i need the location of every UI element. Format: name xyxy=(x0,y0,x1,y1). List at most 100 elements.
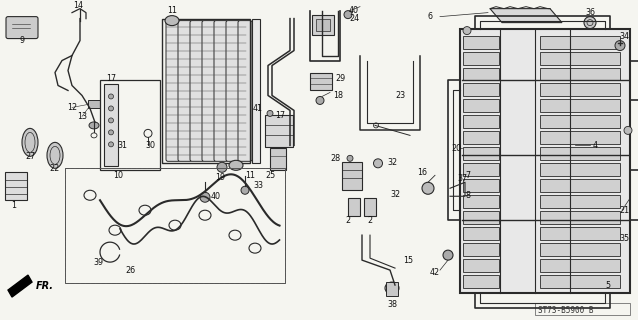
Bar xyxy=(463,52,499,65)
Bar xyxy=(5,172,27,200)
Polygon shape xyxy=(8,275,32,297)
Bar xyxy=(540,195,620,208)
Ellipse shape xyxy=(422,182,434,194)
Bar xyxy=(463,195,499,208)
FancyBboxPatch shape xyxy=(238,20,252,161)
Ellipse shape xyxy=(443,250,453,260)
Text: 1: 1 xyxy=(11,201,17,210)
Text: 15: 15 xyxy=(403,256,413,265)
Ellipse shape xyxy=(584,17,596,28)
FancyBboxPatch shape xyxy=(166,20,180,161)
Ellipse shape xyxy=(344,11,352,19)
Ellipse shape xyxy=(108,130,114,135)
Text: 38: 38 xyxy=(387,300,397,308)
Text: 37: 37 xyxy=(457,174,467,183)
Text: 2: 2 xyxy=(345,216,350,225)
Text: 28: 28 xyxy=(330,154,340,163)
Bar xyxy=(540,116,620,128)
Bar xyxy=(463,100,499,112)
Text: 40: 40 xyxy=(349,6,359,15)
Bar xyxy=(65,168,285,283)
Bar xyxy=(104,84,118,166)
Bar xyxy=(88,100,100,108)
Bar xyxy=(252,19,260,163)
Text: 29: 29 xyxy=(335,74,345,83)
Text: 35: 35 xyxy=(619,234,629,243)
Ellipse shape xyxy=(267,110,273,116)
Text: 40: 40 xyxy=(211,192,221,201)
Bar xyxy=(463,68,499,81)
Ellipse shape xyxy=(241,186,249,194)
Text: 21: 21 xyxy=(619,206,629,215)
Text: 19: 19 xyxy=(215,173,225,182)
Ellipse shape xyxy=(615,41,625,51)
Bar xyxy=(540,52,620,65)
Text: 41: 41 xyxy=(253,104,263,113)
Ellipse shape xyxy=(108,118,114,123)
Bar xyxy=(463,116,499,128)
Text: 30: 30 xyxy=(145,141,155,150)
FancyBboxPatch shape xyxy=(226,20,240,161)
Text: 2: 2 xyxy=(367,216,373,225)
Bar xyxy=(463,259,499,272)
Text: 34: 34 xyxy=(619,32,629,41)
Text: 13: 13 xyxy=(77,112,87,121)
Bar xyxy=(540,36,620,49)
Bar xyxy=(540,147,620,160)
Text: 17: 17 xyxy=(106,74,116,83)
Text: 10: 10 xyxy=(113,171,123,180)
Ellipse shape xyxy=(22,128,38,156)
Ellipse shape xyxy=(385,282,399,294)
Ellipse shape xyxy=(89,122,99,129)
Bar xyxy=(540,163,620,176)
Bar xyxy=(540,100,620,112)
Bar xyxy=(463,84,499,96)
Bar xyxy=(540,259,620,272)
Text: 7: 7 xyxy=(466,171,471,180)
Ellipse shape xyxy=(347,155,353,161)
Text: 26: 26 xyxy=(125,266,135,275)
Bar xyxy=(463,275,499,288)
Ellipse shape xyxy=(47,142,63,168)
Text: 24: 24 xyxy=(349,14,359,23)
Bar xyxy=(540,275,620,288)
Bar xyxy=(535,303,630,315)
Bar xyxy=(540,84,620,96)
Bar xyxy=(65,168,285,283)
Bar xyxy=(348,198,360,216)
Bar xyxy=(270,148,286,170)
Text: 14: 14 xyxy=(73,1,83,10)
Bar xyxy=(386,282,398,296)
Bar xyxy=(265,116,293,147)
Text: 11: 11 xyxy=(245,171,255,180)
Bar xyxy=(460,28,630,293)
Bar xyxy=(100,81,160,170)
Text: 36: 36 xyxy=(585,8,595,17)
Text: 6: 6 xyxy=(427,12,433,21)
Bar xyxy=(463,179,499,192)
Ellipse shape xyxy=(108,106,114,111)
FancyBboxPatch shape xyxy=(6,17,38,39)
Bar xyxy=(540,132,620,144)
FancyBboxPatch shape xyxy=(214,20,228,161)
Bar xyxy=(540,211,620,224)
Ellipse shape xyxy=(316,96,324,104)
Bar xyxy=(463,163,499,176)
Bar xyxy=(460,28,630,293)
Ellipse shape xyxy=(373,159,383,168)
Text: 22: 22 xyxy=(50,164,60,173)
Text: 31: 31 xyxy=(117,141,127,150)
Text: 32: 32 xyxy=(387,158,397,167)
Text: 27: 27 xyxy=(25,152,35,161)
Ellipse shape xyxy=(105,137,115,153)
Text: 11: 11 xyxy=(167,6,177,15)
Polygon shape xyxy=(490,9,562,23)
Ellipse shape xyxy=(108,142,114,147)
Text: 8: 8 xyxy=(466,191,470,200)
Bar xyxy=(540,243,620,256)
Text: 20: 20 xyxy=(451,144,461,153)
Bar xyxy=(463,243,499,256)
FancyBboxPatch shape xyxy=(190,20,204,161)
Bar xyxy=(463,36,499,49)
Text: 12: 12 xyxy=(67,103,77,112)
